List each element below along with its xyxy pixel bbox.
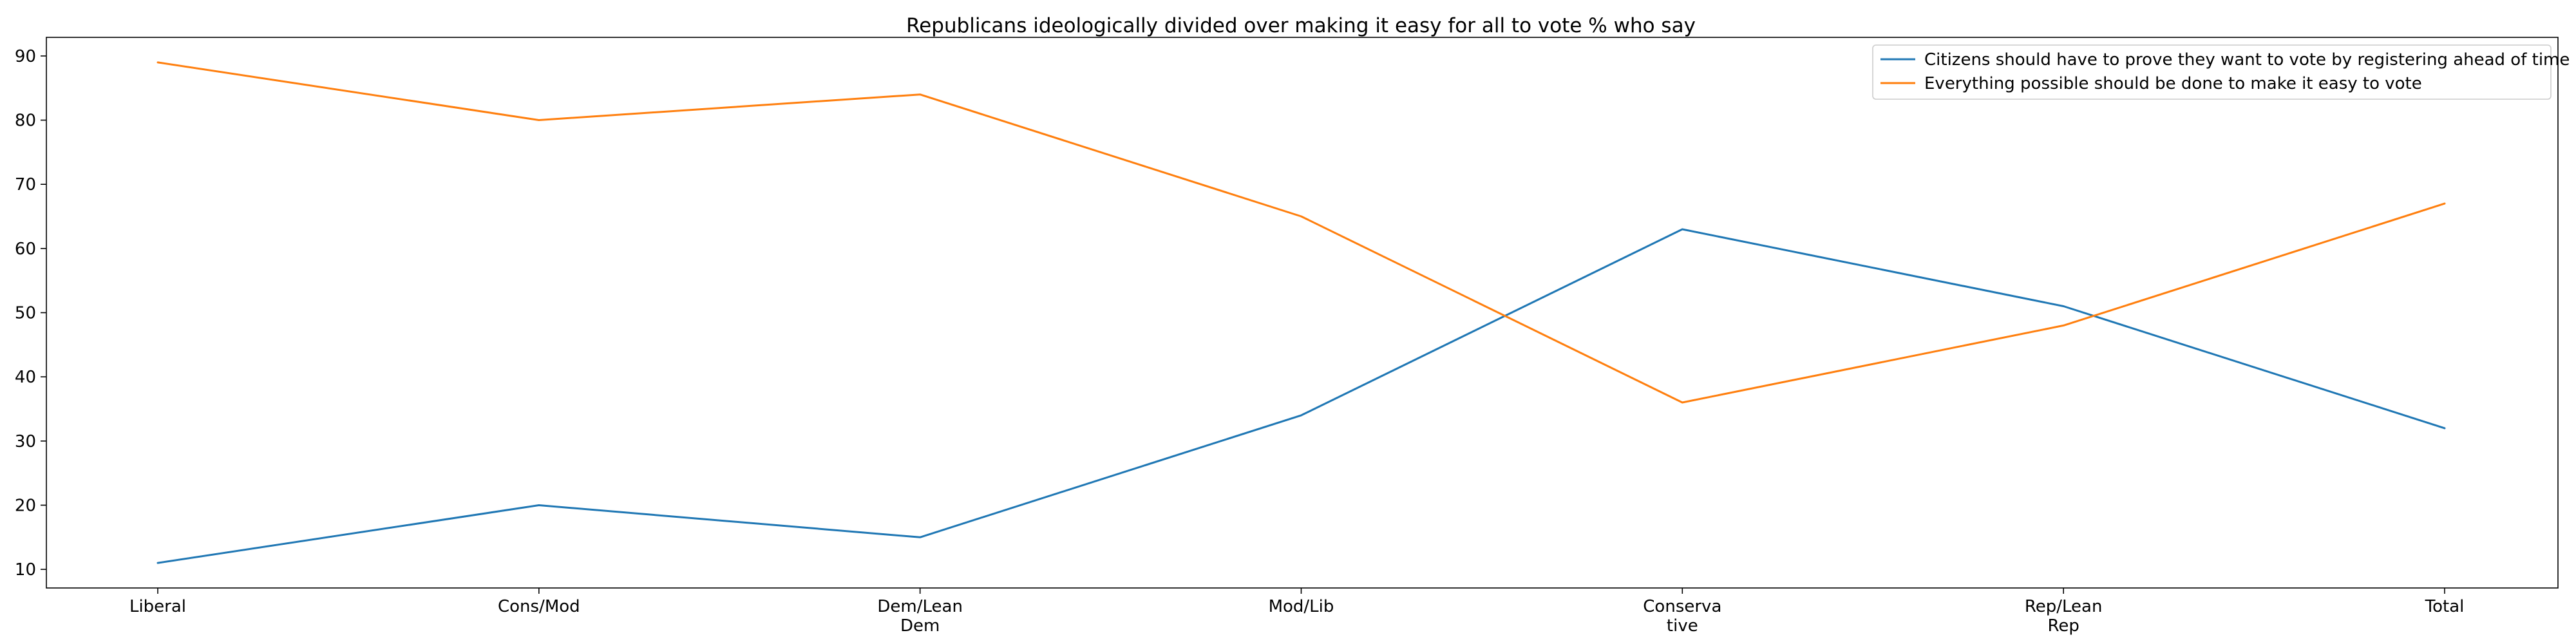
x-axis: Liberal Cons/Mod Dem/Lean Dem Mod/Lib Conserv… — [129, 588, 2464, 636]
y-tick-label: 90 — [15, 47, 36, 66]
legend-label-1: Citizens should have to prove they want … — [1924, 50, 2570, 70]
y-tick-label: 40 — [15, 368, 36, 387]
legend-box — [1872, 44, 2552, 100]
x-tick-label: Cons/Mod — [498, 597, 580, 616]
y-tick-label: 70 — [15, 175, 36, 194]
y-tick-label: 30 — [15, 432, 36, 451]
x-tick-label: Rep/Lean Rep — [2025, 597, 2103, 636]
chart-title: Republicans ideologically divided over m… — [906, 14, 1696, 37]
series-line-2 — [156, 61, 2446, 404]
y-axis: 10 20 30 40 50 60 70 80 90 — [15, 47, 46, 580]
y-tick-label: 60 — [15, 240, 36, 259]
x-tick-label: Conserva tive — [1643, 597, 1721, 636]
x-tick-label: Mod/Lib — [1269, 597, 1334, 616]
y-tick-label: 80 — [15, 111, 36, 131]
plot-frame — [46, 37, 2559, 589]
legend: Citizens should have to prove they want … — [1872, 44, 2570, 100]
y-tick-label: 50 — [15, 304, 36, 323]
legend-label-2: Everything possible should be done to ma… — [1924, 74, 2422, 93]
y-tick-label: 10 — [15, 560, 36, 580]
series-line-1 — [156, 228, 2446, 564]
x-tick-label: Liberal — [129, 597, 186, 616]
y-tick-label: 20 — [15, 496, 36, 515]
series-layer — [156, 61, 2446, 564]
x-tick-label: Dem/Lean Dem — [877, 597, 963, 636]
x-tick-label: Total — [2425, 597, 2465, 616]
